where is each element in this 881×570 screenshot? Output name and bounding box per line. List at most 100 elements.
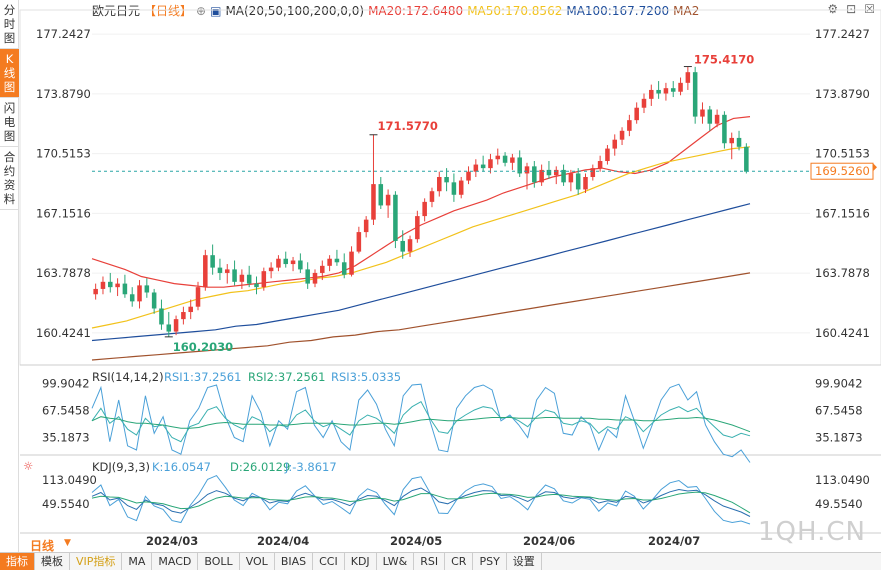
rsi1-value: RSI1:37.2561	[164, 370, 241, 384]
side-tab-flash[interactable]: 闪电图	[0, 98, 19, 147]
candle-body	[473, 164, 479, 172]
candle-body	[488, 159, 493, 169]
candle-body	[627, 120, 632, 131]
candle-body	[144, 285, 150, 293]
toolbar-icons: ⚙ ⊡ ☒	[819, 2, 875, 16]
indicator-tab-1[interactable]: 模板	[35, 553, 70, 570]
candle-body	[714, 114, 720, 124]
ma-indicator-icon[interactable]: ▣	[210, 4, 222, 18]
rsi3-value: RSI3:5.0335	[331, 370, 401, 384]
kdj-settings-icon: ☼	[23, 459, 33, 473]
candle-body	[122, 283, 128, 295]
price-axis-label-left: 160.4241	[36, 326, 91, 340]
rsi2-line	[91, 416, 751, 433]
candle-body	[429, 191, 435, 202]
low-label: 160.2030	[173, 340, 233, 354]
indicator-tab-0[interactable]: 指标	[0, 553, 35, 570]
candle-body	[246, 274, 252, 284]
kdj-d-value: D:26.0129	[230, 460, 290, 474]
candle-body	[744, 146, 749, 172]
candle-body	[173, 319, 179, 332]
indicator-tab-8[interactable]: CCI	[313, 553, 345, 570]
indicator-tab-9[interactable]: KDJ	[345, 553, 377, 570]
indicator-tab-14[interactable]: 设置	[507, 553, 542, 570]
rsi-axis-label-left: 67.5458	[42, 403, 90, 417]
chevron-down-icon[interactable]: ▼	[64, 538, 71, 548]
current-price-label: 169.5260	[815, 164, 870, 178]
candle-body	[568, 173, 574, 183]
indicator-tab-5[interactable]: BOLL	[198, 553, 240, 570]
candle-body	[736, 137, 742, 147]
ma-params: MA(20,50,100,200,0,0)	[225, 4, 365, 18]
candle-body	[670, 88, 676, 92]
candle-body	[524, 166, 530, 174]
candle-body	[356, 232, 362, 252]
candle-body	[561, 169, 566, 183]
candle-body	[393, 194, 398, 241]
candle-body	[678, 82, 683, 92]
candle-body	[502, 155, 508, 163]
indicator-tab-2[interactable]: VIP指标	[70, 553, 123, 570]
side-tab-timeshare[interactable]: 分时图	[0, 0, 19, 49]
candle-body	[451, 182, 457, 195]
candle-body	[466, 171, 471, 181]
candle-body	[546, 169, 552, 176]
ma-line-ma50	[91, 146, 751, 329]
indicator-tab-4[interactable]: MACD	[152, 553, 199, 570]
candle-body	[641, 98, 647, 108]
candle-body	[407, 239, 413, 252]
price-axis-label-left: 170.5153	[36, 147, 91, 161]
price-axis-label-left: 173.8790	[36, 87, 91, 101]
candle-body	[232, 269, 237, 282]
side-tab-contract-info[interactable]: 合约资料	[0, 147, 19, 210]
indicator-tab-10[interactable]: LW&	[377, 553, 415, 570]
indicator-tab-13[interactable]: PSY	[473, 553, 507, 570]
candle-body	[166, 324, 172, 332]
indicator-tab-12[interactable]: CR	[445, 553, 474, 570]
chart-canvas[interactable]: 177.2427 177.2427 173.8790 173.8790 170.5153…	[0, 0, 881, 552]
candle-body	[137, 285, 142, 302]
rsi-axis-label: 67.5458	[815, 403, 863, 417]
date-label: 2024/07	[648, 534, 700, 548]
price-axis-label: 170.5153	[815, 147, 870, 161]
kdj-j-line	[91, 474, 751, 525]
close-icon[interactable]: ☒	[864, 2, 875, 16]
indicator-tab-bar: 指标 模板 VIP指标 MA MACD BOLL VOL BIAS CCI KDJ LW& RSI CR…	[0, 552, 881, 570]
candle-body	[290, 260, 296, 265]
indicator-tab-7[interactable]: BIAS	[275, 553, 314, 570]
candle-body	[700, 109, 705, 117]
kdj-axis-label-left: 49.5540	[42, 497, 90, 511]
candle-body	[261, 271, 267, 288]
candle-body	[224, 269, 230, 273]
fullscreen-icon[interactable]: ⊡	[846, 2, 857, 16]
candle-body	[298, 260, 303, 270]
main-legend: 欧元日元 【日线】 ⊕ ▣ MA(20,50,100,200,0,0) MA20:172.…	[92, 2, 703, 18]
candle-body	[188, 306, 193, 313]
current-price-marker	[873, 163, 877, 172]
indicator-tab-3[interactable]: MA	[122, 553, 153, 570]
settings-icon[interactable]: ⊕	[196, 4, 207, 18]
candle-body	[305, 269, 310, 284]
candle-body	[334, 258, 340, 263]
rsi-axis-label-left: 35.1873	[42, 430, 90, 444]
candle-body	[181, 312, 186, 320]
ma20-value: MA20:172.6480	[368, 4, 464, 18]
ma-line-ma200	[91, 272, 751, 361]
rsi-axis-label-left: 99.9042	[42, 376, 90, 390]
rsi-axis-label: 35.1873	[815, 430, 863, 444]
candle-body	[151, 292, 157, 309]
indicator-tab-6[interactable]: VOL	[240, 553, 275, 570]
candle-body	[480, 164, 486, 169]
candle-body	[553, 169, 559, 176]
settings-gear-icon[interactable]: ⚙	[827, 2, 839, 16]
period-button[interactable]: 日线	[30, 539, 55, 553]
side-tab-kline[interactable]: K线图	[0, 49, 19, 98]
price-axis-label-left: 163.7878	[36, 266, 91, 280]
indicator-tab-11[interactable]: RSI	[414, 553, 446, 570]
candle-body	[656, 89, 661, 94]
ma50-value: MA50:170.8562	[467, 4, 563, 18]
candle-body	[510, 157, 515, 163]
rsi-name: RSI(14,14,2)	[92, 370, 164, 384]
date-label: 2024/03	[146, 534, 198, 548]
kdj-k-line	[91, 487, 751, 517]
